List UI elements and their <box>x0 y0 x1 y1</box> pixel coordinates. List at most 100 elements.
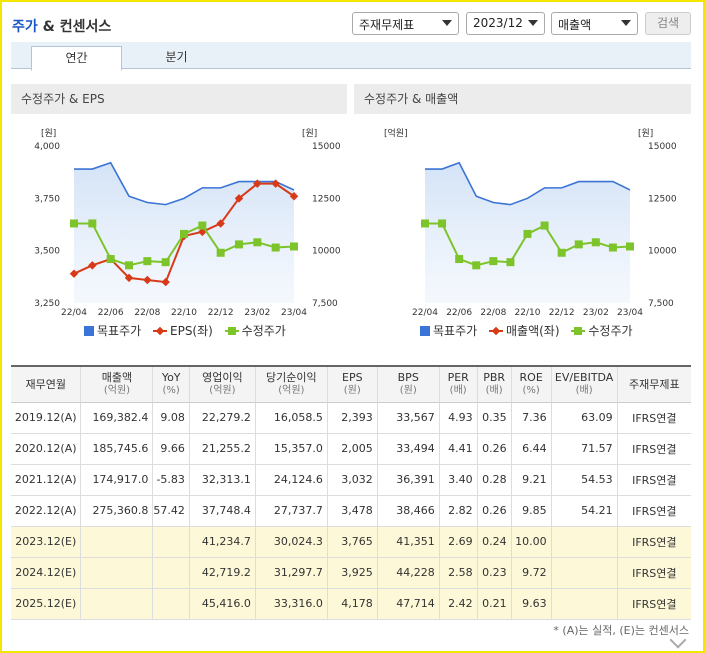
table-row: 2021.12(A) 174,917.0 -5.83 32,313.1 24,124.6… <box>11 464 691 496</box>
x-axis-tick: 22/12 <box>549 308 575 318</box>
price-point <box>161 258 170 267</box>
left-chart-legend: 목표주가 EPS(좌) 수정주가 <box>84 322 294 339</box>
left-axis-tick: 3,500 <box>34 247 60 257</box>
table-cell <box>152 588 190 620</box>
table-cell: 2,393 <box>326 402 378 434</box>
table-cell: 47,714 <box>376 588 440 620</box>
tab-quarterly[interactable]: 분기 <box>165 50 188 64</box>
x-axis-tick: 23/04 <box>617 308 643 318</box>
right-axis-tick: 15000 <box>312 142 341 152</box>
table-cell: 41,234.7 <box>188 526 256 558</box>
x-axis-tick: 22/10 <box>515 308 541 318</box>
eps-point <box>88 261 97 270</box>
right-panel-title: 수정주가 & 매출액 <box>354 84 691 114</box>
table-cell: 6.44 <box>510 433 552 465</box>
left-axis-tick: 4,000 <box>34 142 60 152</box>
left-axis-unit: [억원] <box>384 127 408 139</box>
table-cell: 2025.12(E) <box>11 588 81 620</box>
table-cell: 174,917.0 <box>80 464 153 496</box>
legend-item-adjusted-price: 수정주가 <box>571 324 633 338</box>
table-row: 2020.12(A) 185,745.6 9.66 21,255.2 15,357.0 2… <box>11 433 691 465</box>
table-row: 2023.12(E) 41,234.7 30,024.3 3,765 41,351 2.6… <box>11 526 691 558</box>
statement-select[interactable]: 주재무제표 <box>352 12 459 35</box>
table-cell: 10.00 <box>510 526 552 558</box>
period-select[interactable]: 2023/12 <box>466 12 545 35</box>
table-cell: 44,228 <box>376 557 440 589</box>
price-point <box>290 242 298 251</box>
table-cell: 2020.12(A) <box>11 433 81 465</box>
table-cell: 0.26 <box>476 433 512 465</box>
period-tab-bar: 연간 분기 <box>11 42 691 71</box>
table-cell: 9.72 <box>510 557 552 589</box>
column-header: ROE (%) <box>510 366 552 403</box>
table-row: 2024.12(E) 42,719.2 31,297.7 3,925 44,228 2.5… <box>11 557 691 589</box>
x-axis-tick: 23/02 <box>583 308 609 318</box>
price-point <box>489 257 498 266</box>
table-cell: IFRS연결 <box>616 433 691 465</box>
table-cell: 9.85 <box>510 495 552 527</box>
price-point <box>88 219 97 228</box>
column-header: 영업이익 (억원) <box>188 366 256 403</box>
revenue-price-chart: [억원] [원] 15000 12500 10000 7,500 22/04 22/06 22/… <box>384 127 677 318</box>
table-cell: 33,494 <box>376 433 440 465</box>
table-cell <box>80 557 153 589</box>
price-point <box>70 219 78 228</box>
green-square-line-icon <box>224 326 239 336</box>
table-cell: 169,382.4 <box>80 402 153 434</box>
eps-point <box>143 275 152 285</box>
table-cell: 0.23 <box>476 557 512 589</box>
table-cell: 22,279.2 <box>188 402 256 434</box>
x-axis-tick: 22/04 <box>61 308 87 318</box>
table-cell: 3.40 <box>438 464 478 496</box>
tab-annual[interactable]: 연간 <box>31 46 122 71</box>
eps-point <box>216 219 225 228</box>
column-header-label: 재무연월 <box>25 377 66 391</box>
table-cell <box>550 526 618 558</box>
table-cell: 37,748.4 <box>188 495 256 527</box>
table-cell: 15,357.0 <box>254 433 328 465</box>
eps-point <box>234 194 244 203</box>
price-point <box>455 255 464 264</box>
table-cell: 24,124.6 <box>254 464 328 496</box>
column-header: YoY (%) <box>152 366 190 403</box>
column-header-unit: (%) <box>522 385 540 397</box>
table-cell: 3,925 <box>326 557 378 589</box>
table-cell: 2.42 <box>438 588 478 620</box>
right-axis-tick: 12500 <box>648 194 677 204</box>
left-axis-tick: 3,750 <box>34 194 60 204</box>
table-cell: IFRS연결 <box>616 557 691 589</box>
legend-item-target-price: 목표주가 <box>420 324 477 338</box>
table-cell: 32,313.1 <box>188 464 256 496</box>
metric-select-value: 매출액 <box>558 18 592 32</box>
table-cell: 71.57 <box>550 433 618 465</box>
price-point <box>574 240 583 249</box>
metric-select[interactable]: 매출액 <box>551 12 638 35</box>
table-cell <box>152 526 190 558</box>
search-button[interactable]: 검색 <box>645 12 691 35</box>
table-cell: 36,391 <box>376 464 440 496</box>
right-axis-tick: 10000 <box>648 247 677 257</box>
left-axis-tick: 3,250 <box>34 299 60 309</box>
table-cell: 2.58 <box>438 557 478 589</box>
legend-item-adjusted-price: 수정주가 <box>224 324 286 338</box>
chevron-down-icon <box>621 20 631 26</box>
table-cell: 2.82 <box>438 495 478 527</box>
column-header-label: PER <box>447 371 469 385</box>
price-point <box>143 257 152 266</box>
right-axis-tick: 15000 <box>648 142 677 152</box>
column-header-label: EV/EBITDA <box>554 371 614 385</box>
statement-select-value: 주재무제표 <box>359 18 415 32</box>
column-header-unit: (배) <box>485 385 503 397</box>
table-cell: 0.28 <box>476 464 512 496</box>
price-point <box>608 243 617 252</box>
right-axis-tick: 7,500 <box>312 299 338 309</box>
table-cell: 63.09 <box>550 402 618 434</box>
x-axis-tick: 22/10 <box>171 308 197 318</box>
table-cell: -5.83 <box>152 464 190 496</box>
table-cell: 54.21 <box>550 495 618 527</box>
table-cell: 33,316.0 <box>254 588 328 620</box>
right-axis-unit: [원] <box>638 128 653 139</box>
column-header-unit: (원) <box>343 385 361 397</box>
chevron-down-icon <box>442 20 452 26</box>
price-point <box>472 261 481 270</box>
